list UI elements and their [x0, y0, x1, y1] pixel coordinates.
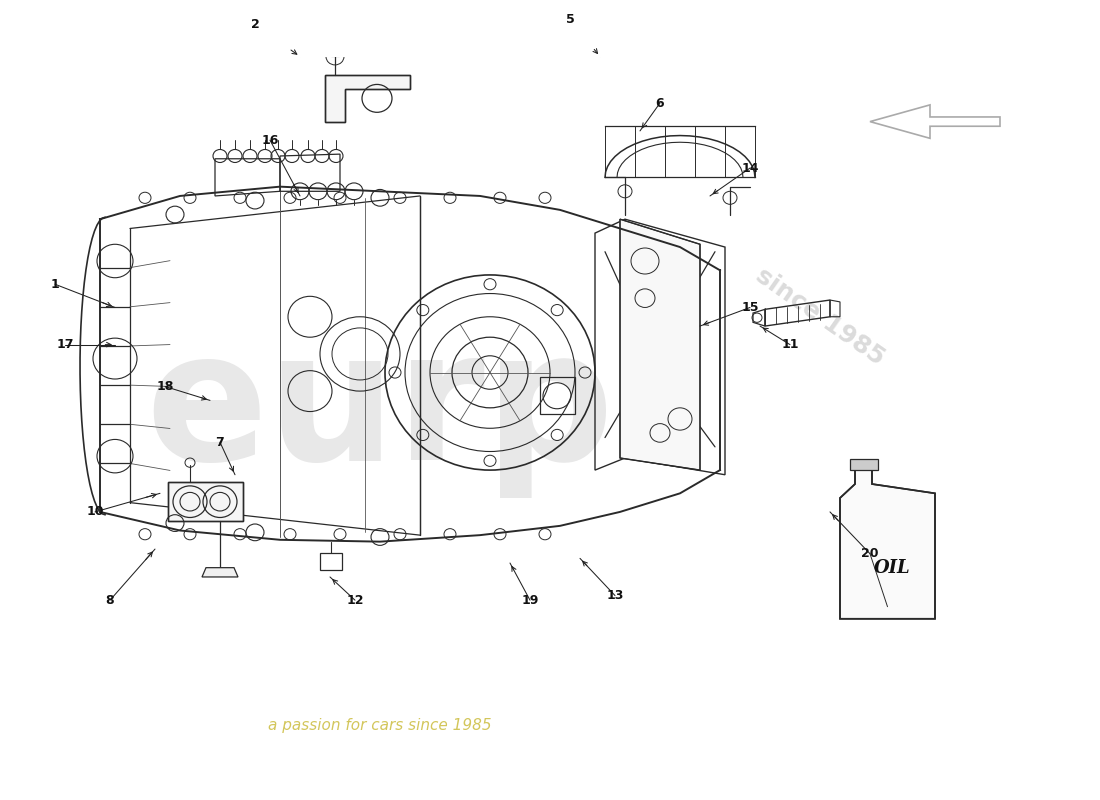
Text: since 1985: since 1985 [751, 263, 889, 370]
Polygon shape [840, 470, 935, 618]
Polygon shape [168, 482, 243, 522]
Text: 18: 18 [156, 380, 174, 393]
Text: 11: 11 [781, 338, 799, 351]
Text: 6: 6 [656, 97, 664, 110]
Text: a passion for cars since 1985: a passion for cars since 1985 [268, 718, 492, 733]
Polygon shape [324, 75, 410, 122]
Text: 16: 16 [262, 134, 278, 146]
Text: 5: 5 [565, 13, 574, 26]
Text: 12: 12 [346, 594, 364, 606]
Text: eurp: eurp [145, 322, 615, 498]
Text: 13: 13 [606, 589, 624, 602]
Text: 17: 17 [56, 338, 74, 351]
Text: 10: 10 [86, 506, 103, 518]
Polygon shape [850, 459, 878, 470]
Text: OIL: OIL [873, 559, 911, 577]
Text: 4: 4 [371, 0, 380, 2]
Text: 8: 8 [106, 594, 114, 606]
Text: 3: 3 [316, 0, 324, 2]
Text: 1: 1 [51, 278, 59, 290]
Text: 19: 19 [521, 594, 539, 606]
Text: 2: 2 [251, 18, 260, 30]
Text: 7: 7 [216, 436, 224, 449]
Text: 14: 14 [741, 162, 759, 174]
Polygon shape [202, 568, 238, 577]
Text: 20: 20 [861, 547, 879, 560]
Text: 15: 15 [741, 301, 759, 314]
Polygon shape [620, 219, 700, 470]
